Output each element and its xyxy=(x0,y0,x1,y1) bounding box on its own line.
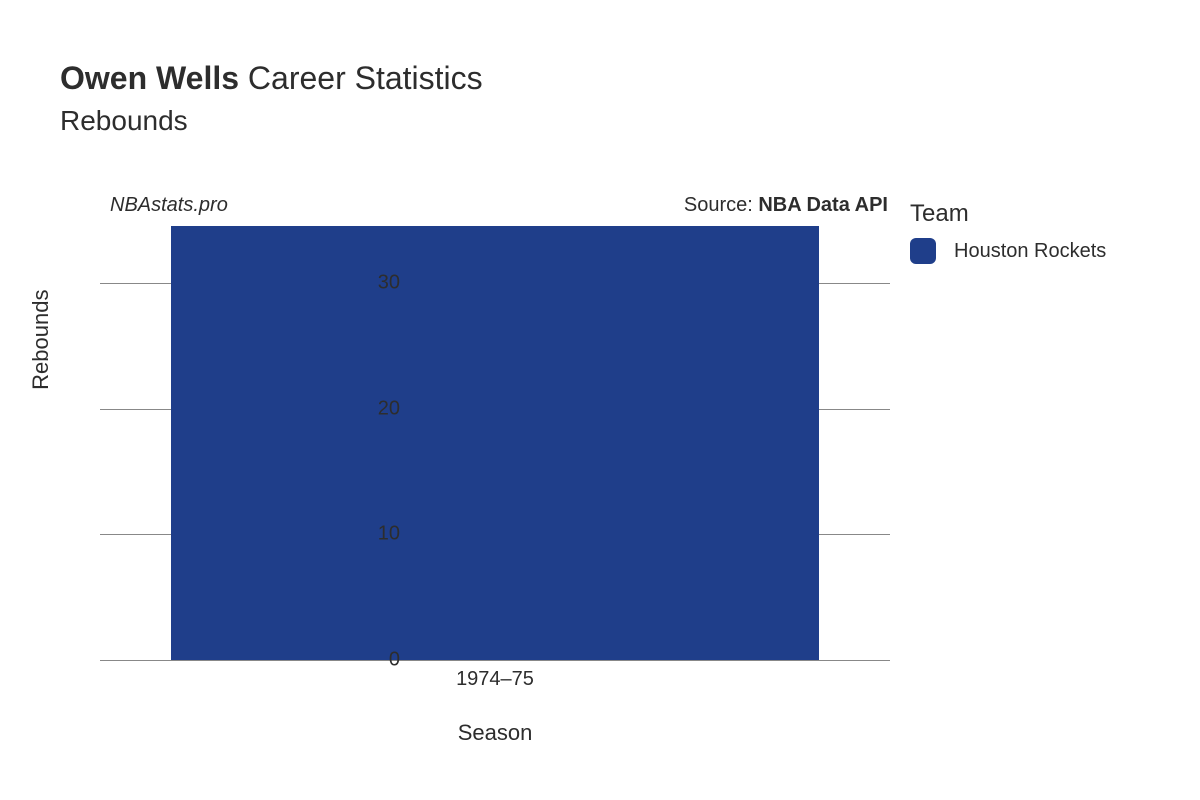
legend-swatch xyxy=(910,238,936,264)
chart-title: Owen Wells Career Statistics xyxy=(60,60,483,97)
gridline xyxy=(100,660,890,661)
source-name: NBA Data API xyxy=(758,194,888,216)
chart-subtitle: Rebounds xyxy=(60,105,483,137)
legend-title: Team xyxy=(910,200,1106,228)
y-tick-label: 10 xyxy=(378,523,400,546)
source-attribution: Source: NBA Data API xyxy=(684,194,888,217)
source-prefix: Source: xyxy=(684,194,758,216)
site-attribution: NBAstats.pro xyxy=(110,194,228,217)
x-axis-label: Season xyxy=(100,720,890,746)
legend: Team Houston Rockets xyxy=(910,200,1106,264)
title-block: Owen Wells Career Statistics Rebounds xyxy=(60,60,483,137)
title-rest: Career Statistics xyxy=(239,60,483,96)
y-tick-label: 30 xyxy=(378,271,400,294)
chart-container: Owen Wells Career Statistics Rebounds NB… xyxy=(0,0,1200,800)
y-axis-label: Rebounds xyxy=(28,290,54,390)
player-name: Owen Wells xyxy=(60,60,239,96)
legend-label: Houston Rockets xyxy=(954,240,1106,263)
y-tick-label: 20 xyxy=(378,397,400,420)
plot-area xyxy=(100,220,890,660)
legend-item: Houston Rockets xyxy=(910,238,1106,264)
y-tick-label: 0 xyxy=(389,649,400,672)
bar xyxy=(171,226,819,660)
x-tick-label: 1974–75 xyxy=(456,668,534,691)
